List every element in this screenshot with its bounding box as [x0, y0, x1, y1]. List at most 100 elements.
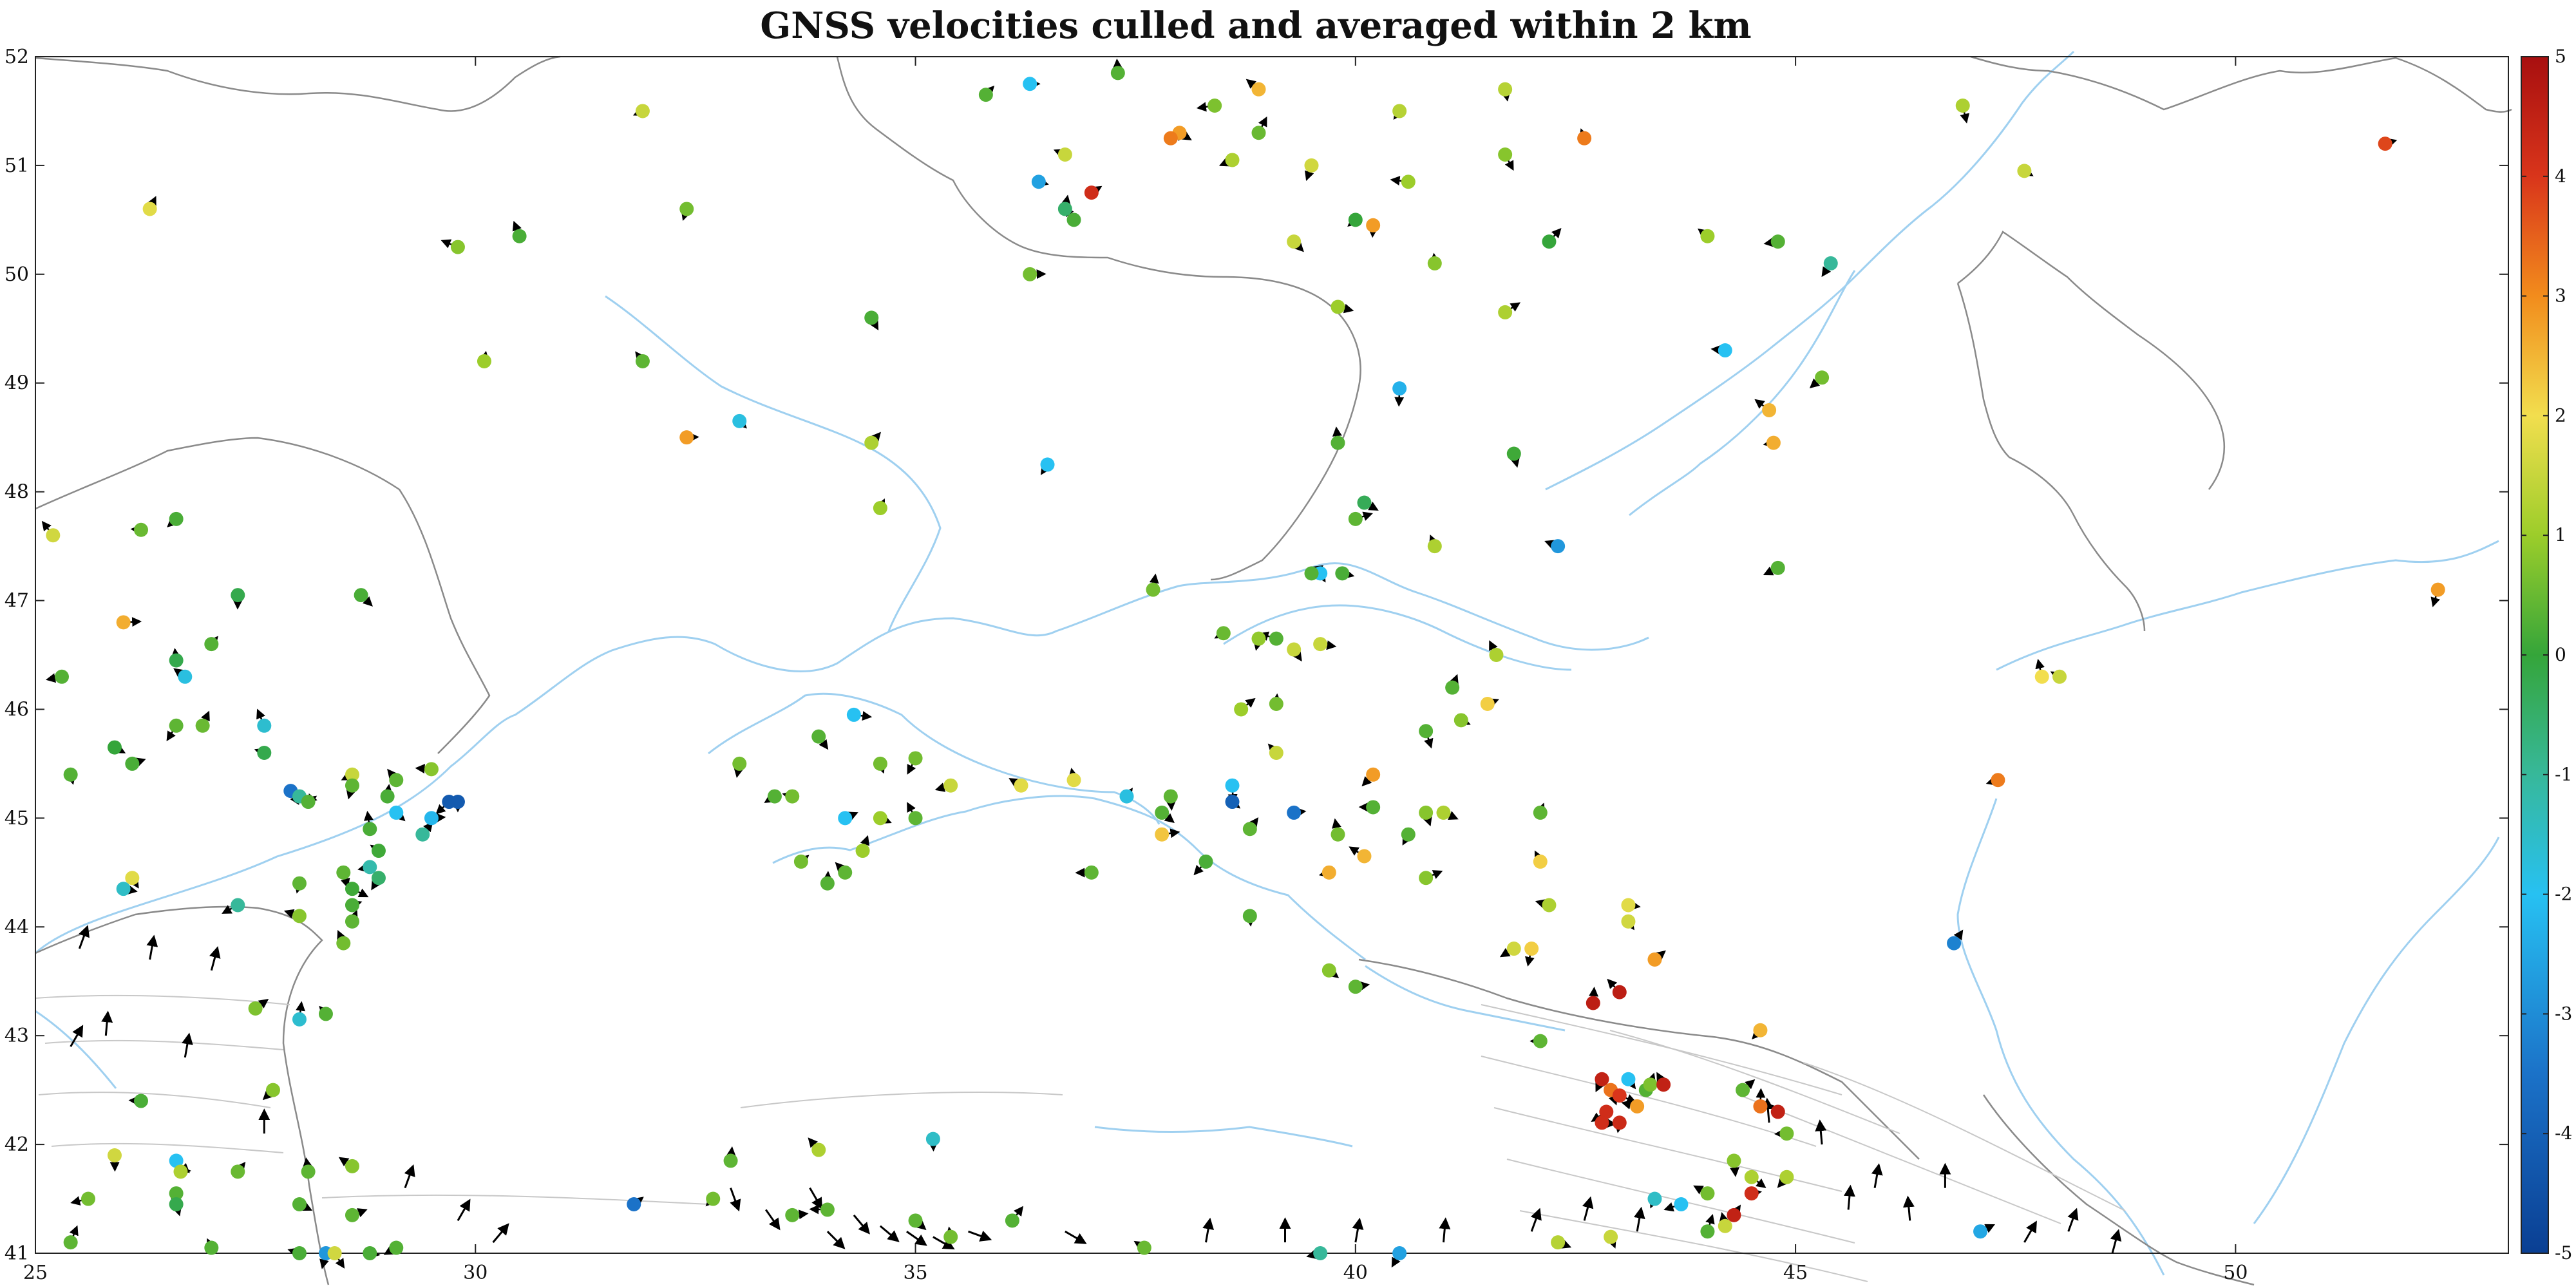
station-point	[767, 789, 782, 804]
station-point	[133, 522, 148, 537]
station-point	[1506, 942, 1521, 956]
station-point	[292, 876, 307, 891]
station-point	[1313, 1246, 1328, 1260]
station-point	[1551, 539, 1566, 554]
y-tick-label: 41	[5, 1242, 29, 1265]
station-point	[1321, 963, 1336, 978]
station-point	[301, 1164, 316, 1179]
station-point	[389, 805, 404, 820]
station-point	[1621, 898, 1636, 913]
station-point	[943, 1229, 958, 1244]
y-tick-label: 44	[5, 916, 29, 938]
velocity-arrow	[2067, 1208, 2079, 1232]
velocity-arrow	[1633, 1206, 1645, 1232]
station-point	[1762, 402, 1777, 417]
velocity-arrow	[1902, 1195, 1915, 1221]
x-tick-label: 50	[2223, 1262, 2248, 1284]
y-tick-label: 48	[5, 481, 29, 504]
station-point	[477, 354, 491, 368]
station-point	[1427, 256, 1442, 270]
station-point	[2052, 669, 2067, 684]
y-axis: 41 42 43 44 45 46 47 48 49 50 51 52	[5, 46, 2508, 1265]
station-point	[1991, 773, 2005, 788]
station-point	[1155, 827, 1170, 842]
station-point	[204, 637, 219, 652]
station-point	[1348, 511, 1363, 526]
station-point	[345, 1208, 359, 1222]
station-point	[301, 795, 316, 810]
station-point	[1251, 631, 1266, 646]
station-point	[785, 1208, 800, 1222]
station-point	[292, 1197, 307, 1211]
station-point	[1612, 985, 1627, 999]
station-point	[1700, 1186, 1715, 1201]
station-point	[846, 707, 861, 722]
y-tick-label: 51	[5, 155, 29, 177]
station-point	[1287, 642, 1302, 657]
station-point	[1146, 582, 1160, 597]
station-point	[257, 718, 272, 733]
station-point	[1287, 805, 1302, 820]
station-point	[125, 756, 140, 771]
colorbar-tick-label: 2	[2555, 404, 2566, 426]
station-point	[2017, 164, 2032, 178]
station-point	[292, 1246, 307, 1260]
station-point	[1736, 1083, 1750, 1097]
station-point	[1014, 778, 1028, 793]
station-point	[1498, 147, 1513, 162]
station-point	[635, 104, 650, 118]
station-point	[1770, 1104, 1785, 1119]
x-axis: 25 30 35 40 45 50	[23, 57, 2248, 1284]
station-point	[107, 1148, 122, 1162]
colorbar-ticks: -5 -4 -3 -2 -1 0 1 2 3 4 5	[2521, 46, 2572, 1264]
station-point	[1392, 381, 1407, 396]
station-point	[1119, 789, 1134, 804]
station-point	[1366, 218, 1381, 232]
station-point	[1242, 822, 1257, 837]
station-point	[1331, 827, 1345, 842]
station-point	[116, 882, 131, 896]
station-point	[1251, 126, 1266, 140]
station-point	[1348, 980, 1363, 994]
station-point	[706, 1191, 721, 1206]
station-point	[1718, 1218, 1732, 1233]
station-point	[679, 202, 694, 216]
y-tick-label: 50	[5, 263, 29, 286]
station-point	[1779, 1126, 1794, 1141]
station-point	[1647, 1191, 1662, 1206]
station-point	[1489, 648, 1504, 662]
station-point	[133, 1094, 148, 1108]
station-point	[1533, 854, 1548, 869]
station-point	[1753, 1023, 1768, 1037]
station-point	[257, 746, 272, 761]
velocity-arrow	[146, 934, 158, 960]
station-point	[1023, 267, 1037, 281]
station-point	[1198, 854, 1213, 869]
station-point	[1057, 202, 1072, 216]
station-point	[1357, 849, 1372, 864]
station-point	[63, 767, 78, 782]
station-point	[1155, 805, 1170, 820]
station-point	[1110, 66, 1125, 80]
station-point	[345, 898, 359, 913]
station-point	[908, 751, 923, 766]
velocity-arrow	[1439, 1217, 1451, 1243]
station-point	[1419, 805, 1434, 820]
velocity-arrow	[2023, 1220, 2037, 1243]
station-point	[169, 1197, 184, 1211]
station-point	[873, 811, 887, 826]
station-point	[2378, 137, 2392, 151]
colorbar-tick-label: 1	[2555, 524, 2566, 545]
map-background	[34, 50, 2512, 1286]
station-point	[1947, 936, 1962, 951]
station-point	[345, 767, 359, 782]
station-point	[1718, 343, 1732, 358]
velocity-arrow	[879, 1225, 900, 1242]
station-point	[1551, 1235, 1566, 1250]
station-point	[1621, 1072, 1636, 1086]
station-point	[371, 871, 386, 886]
x-tick-label: 45	[1783, 1262, 1808, 1284]
station-point	[1766, 435, 1781, 450]
station-point	[1630, 1099, 1645, 1113]
station-point	[1674, 1197, 1689, 1211]
